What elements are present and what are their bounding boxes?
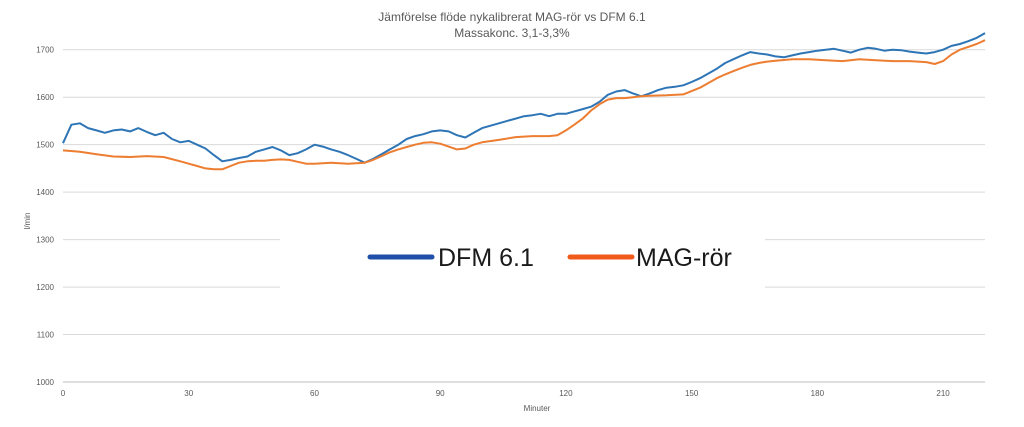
series-lines [62, 32, 986, 171]
x-tick-label: 150 [685, 389, 699, 398]
y-tick-label: 1400 [36, 188, 54, 197]
legend-background [280, 200, 765, 295]
chart-subtitle: Massakonc. 3,1-3,3% [454, 26, 570, 40]
x-tick-label: 30 [184, 389, 193, 398]
y-tick-label: 1500 [36, 141, 54, 150]
series-line-mag [62, 39, 986, 171]
legend: DFM 6.1 MAG-rör [367, 244, 732, 272]
x-tick-labels: 0 30 60 90 120 150 180 210 [61, 389, 951, 398]
legend-label-mag: MAG-rör [636, 244, 732, 272]
x-tick-label: 210 [936, 389, 950, 398]
y-tick-labels: 1000 1100 1200 1300 1400 1500 1600 1700 [36, 46, 54, 387]
x-tick-label: 180 [811, 389, 825, 398]
x-tick-label: 60 [310, 389, 319, 398]
y-tick-label: 1600 [36, 93, 54, 102]
chart-title: Jämförelse flöde nykalibrerat MAG-rör vs… [378, 10, 646, 24]
y-axis-label: l/min [23, 213, 32, 230]
y-tick-label: 1000 [36, 378, 54, 387]
x-tick-label: 0 [61, 389, 66, 398]
legend-label-dfm: DFM 6.1 [438, 244, 534, 272]
x-tick-label: 90 [436, 389, 445, 398]
series-line-dfm [62, 32, 986, 164]
x-axis-label: Minuter [524, 404, 551, 413]
x-tick-label: 120 [559, 389, 573, 398]
y-tick-label: 1100 [37, 331, 55, 340]
y-tick-label: 1700 [36, 46, 54, 55]
y-tick-label: 1300 [36, 236, 54, 245]
y-tick-label: 1200 [36, 283, 54, 292]
